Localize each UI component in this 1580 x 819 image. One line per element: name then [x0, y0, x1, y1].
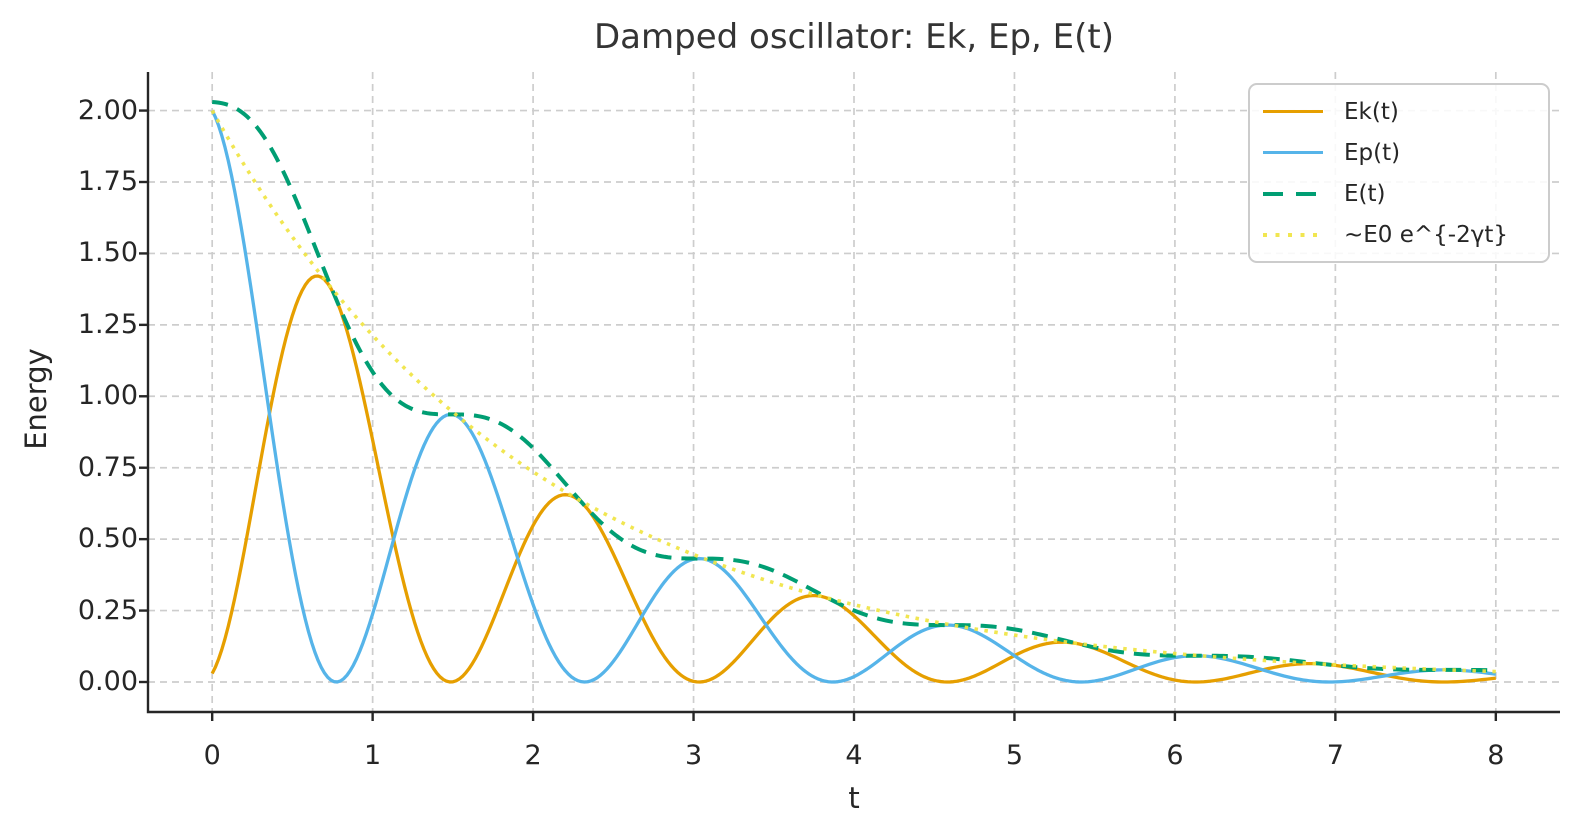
y-tick-label: 0.25	[77, 594, 138, 626]
axes-spines	[146, 72, 1560, 714]
y-tick-label: 1.25	[77, 308, 138, 340]
legend-label-ek: Ek(t)	[1344, 98, 1399, 125]
x-tick-label: 2	[524, 740, 542, 771]
legend-label-envelope: ~E0 e^{-2γt}	[1344, 221, 1508, 248]
y-tick-label: 2.00	[77, 94, 138, 126]
x-tick-label: 5	[1005, 740, 1024, 771]
legend-sample-envelope	[1263, 232, 1323, 237]
x-tick-label: 0	[203, 740, 221, 771]
legend-sample-ep	[1263, 150, 1323, 155]
y-tick-label: 0.75	[77, 451, 138, 483]
legend-label-e: E(t)	[1344, 180, 1386, 207]
legend-label-ep: Ep(t)	[1344, 139, 1401, 166]
legend-item-e: E(t)	[1263, 181, 1542, 207]
curve-potential	[210, 109, 1497, 684]
x-tick-label: 1	[364, 740, 382, 771]
curve-total	[212, 100, 1496, 673]
chart-title: Damped oscillator: Ek, Ep, E(t)	[594, 17, 1114, 57]
x-tick-label: 8	[1487, 740, 1505, 771]
x-tick-label: 3	[684, 740, 703, 771]
y-tick-label: 1.50	[77, 237, 138, 269]
x-tick-label: 6	[1166, 740, 1184, 771]
x-tick-label: 4	[845, 740, 863, 771]
legend-item-envelope: ~E0 e^{-2γt}	[1263, 222, 1542, 248]
y-tick-label: 1.75	[77, 166, 138, 197]
legend-item-ek: Ek(t)	[1263, 99, 1542, 125]
y-tick-label: 0.50	[77, 523, 138, 555]
legend-sample-e	[1263, 191, 1323, 196]
legend-sample-ek	[1263, 109, 1323, 114]
legend-item-ep: Ep(t)	[1263, 140, 1542, 166]
legend: Ek(t) Ep(t) E(t) ~E0 e^{-2γt}	[1248, 83, 1550, 263]
x-tick-label: 7	[1326, 740, 1344, 771]
curve-kinetic	[210, 274, 1497, 684]
y-tick-label: 0.00	[77, 666, 138, 697]
curve-envelope	[210, 109, 1496, 674]
y-tick-label: 1.00	[77, 380, 138, 412]
x-axis-label: t	[848, 781, 860, 815]
